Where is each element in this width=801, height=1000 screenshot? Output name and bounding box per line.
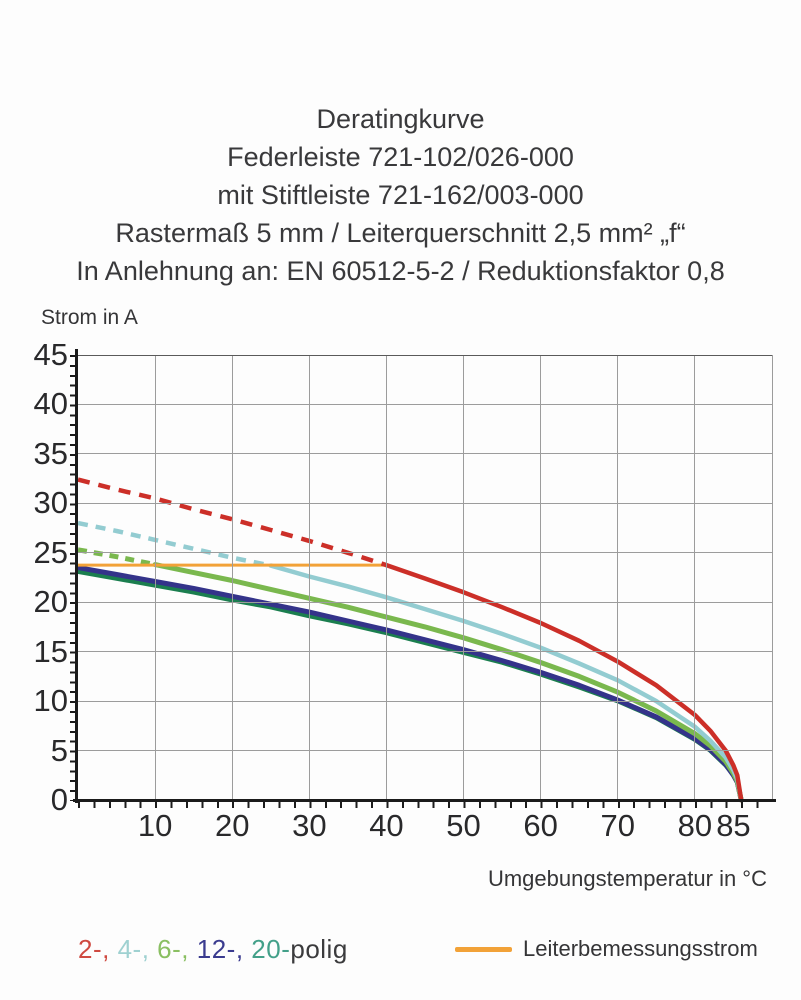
x-tick-label: 20 [214,808,250,843]
y-axis-minor-ticks [70,355,76,801]
y-tick-label: 0 [50,782,68,817]
legend-pole-label: 4-, [117,934,150,964]
horizontal-gridline [78,453,772,455]
derating-curves-svg [75,477,744,803]
y-tick-label: 10 [33,683,68,719]
title-line-5: In Anlehnung an: EN 60512-5-2 / Reduktio… [76,256,725,286]
title-line-4: Rastermaß 5 mm / Leiterquerschnitt 2,5 m… [115,218,686,248]
x-tick-label: 80 [677,808,713,843]
chart-title-block: Deratingkurve Federleiste 721-102/026-00… [0,100,801,290]
vertical-gridline [617,355,619,800]
rated-current-line-swatch [455,946,512,952]
horizontal-gridline [78,750,772,752]
title-line-3: mit Stiftleiste 721-162/003-000 [217,180,584,210]
plot-area [75,354,773,803]
legend-polig-suffix: polig [290,934,348,964]
x-tick-label: 50 [446,808,481,843]
horizontal-gridline [78,403,772,405]
y-tick-label: 25 [33,534,68,570]
title-line-1: Deratingkurve [316,104,485,134]
y-tick-label: 5 [50,732,68,768]
x-axis-line [73,799,776,802]
x-axis-minor-ticks [78,802,772,808]
legend-pole-label: 2-, [78,934,110,964]
vertical-gridline [694,355,696,800]
vertical-gridline [231,355,233,800]
legend-pole-label: 6-, [157,934,189,964]
title-line-2: Federleiste 721-102/026-000 [227,142,574,172]
vertical-gridline [771,355,773,800]
curve-segment [268,563,744,803]
curve-segment [77,547,156,568]
vertical-gridline [540,355,542,800]
y-axis-line [75,349,78,803]
legend-pole-label: 20- [251,934,291,964]
legend-pole-label: 12-, [196,934,244,964]
curve-segment [384,562,744,803]
vertical-gridline [308,355,310,800]
horizontal-gridline [78,552,772,554]
x-tick-label: 85 [716,808,751,843]
x-axis-title: Umgebungstemperatur in °C [487,866,767,891]
x-tick-label: 40 [369,808,404,843]
curve-segment [77,520,272,568]
y-tick-label: 35 [33,435,68,471]
vertical-gridline [463,355,465,800]
y-tick-label: 30 [33,485,68,521]
vertical-gridline [154,355,156,800]
horizontal-gridline [78,601,772,603]
curve-segment [152,562,744,803]
horizontal-gridline [78,354,772,356]
vertical-gridline [385,355,387,800]
y-tick-label: 20 [33,584,68,620]
x-tick-label: 30 [292,808,327,843]
y-axis-title: Strom in A [41,306,138,329]
horizontal-gridline [78,651,772,653]
y-tick-label: 15 [33,633,68,669]
legend-pole-counts: 2-, 4-, 6-, 12-, 20-polig [78,934,348,965]
y-tick-label: 45 [33,337,68,372]
horizontal-gridline [78,502,772,504]
y-tick-label: 40 [33,386,68,422]
curve-segment [77,477,388,568]
legend-rated-current: Leiterbemessungsstrom [455,936,758,962]
x-tick-label: 60 [523,808,558,843]
rated-current-label: Leiterbemessungsstrom [523,936,758,961]
x-tick-label: 10 [137,808,173,843]
horizontal-gridline [78,700,772,702]
x-tick-label: 70 [600,808,635,843]
